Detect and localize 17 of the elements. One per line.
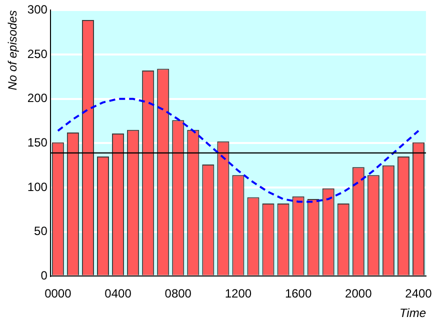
x-tick-label: 1600 <box>284 286 312 301</box>
y-tick-label: 0 <box>40 268 48 283</box>
x-tick-label: 0800 <box>164 286 192 301</box>
x-tick-label: 0400 <box>104 286 132 301</box>
x-tick-label: 2400 <box>405 286 432 301</box>
line-series <box>56 98 420 203</box>
y-tick-label: 150 <box>27 136 48 150</box>
x-axis-title: Time <box>399 306 426 320</box>
y-tick-label: 200 <box>27 91 48 106</box>
y-tick-label: 250 <box>27 46 48 61</box>
y-tick-label: 300 <box>27 2 48 17</box>
y-axis-title: No of episodes <box>6 10 20 90</box>
x-tick-label: 1200 <box>224 286 252 301</box>
y-tick-label: 50 <box>34 224 48 238</box>
x-tick-label: 2000 <box>345 286 372 301</box>
y-tick-label: 100 <box>27 180 48 194</box>
x-tick-label: 0000 <box>44 286 72 301</box>
